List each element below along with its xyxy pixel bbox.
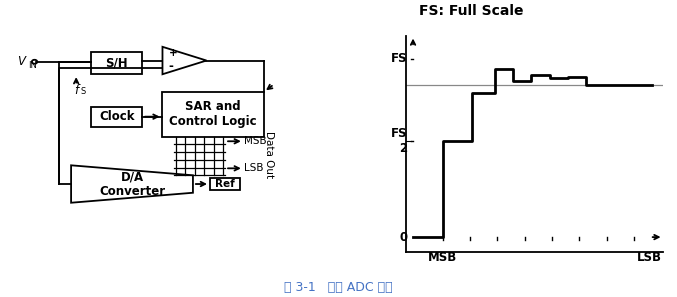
Text: Ref: Ref <box>215 179 235 189</box>
Text: 图 3-1   经典 ADC 结构: 图 3-1 经典 ADC 结构 <box>284 281 393 294</box>
Bar <box>91 107 142 127</box>
Text: MSB: MSB <box>428 251 457 263</box>
Bar <box>210 178 240 190</box>
Text: FS: Full Scale: FS: Full Scale <box>419 4 523 18</box>
Polygon shape <box>162 47 206 74</box>
Text: LSB: LSB <box>244 163 264 173</box>
Bar <box>91 52 142 74</box>
Text: SAR and
Control Logic: SAR and Control Logic <box>169 100 257 128</box>
Text: S: S <box>81 87 86 96</box>
Text: MSB: MSB <box>244 136 267 146</box>
Text: 2: 2 <box>399 142 408 155</box>
Text: -: - <box>169 60 173 73</box>
Polygon shape <box>71 165 193 203</box>
Text: +: + <box>169 48 177 58</box>
Bar <box>162 92 264 137</box>
Text: Clock: Clock <box>99 110 135 123</box>
Text: S/H: S/H <box>106 56 128 69</box>
Text: IN: IN <box>28 61 37 70</box>
Text: D/A
Converter: D/A Converter <box>99 170 165 198</box>
Circle shape <box>32 60 37 64</box>
Text: Data Out: Data Out <box>264 131 274 178</box>
Text: 0: 0 <box>399 230 408 244</box>
Text: f: f <box>74 84 79 97</box>
Text: FS: FS <box>391 52 408 65</box>
Text: FS: FS <box>391 127 408 140</box>
Text: V: V <box>18 55 26 68</box>
Text: LSB: LSB <box>637 251 662 263</box>
